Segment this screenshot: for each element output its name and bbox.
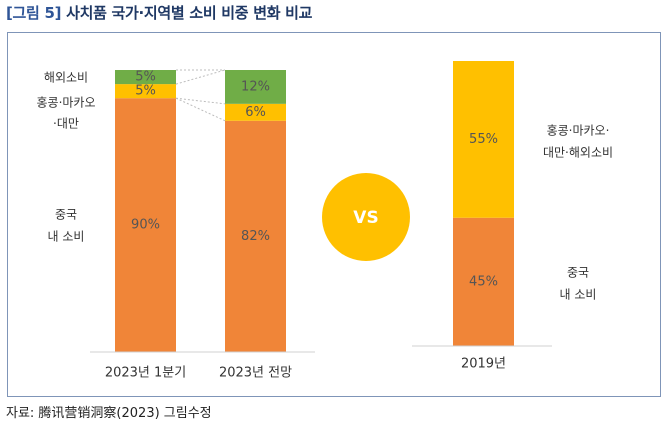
x-tick-label-1: 2023년 1분기: [105, 366, 186, 381]
bar-china-2: [225, 120, 286, 352]
data-label-hk-1: 5%: [135, 84, 156, 99]
data-label-2019-other: 55%: [469, 132, 498, 147]
connector-line-2: [175, 69, 226, 85]
label-china-right-line1: 중국: [567, 266, 589, 280]
bar-hk-1: [115, 84, 176, 99]
data-label-overseas-1: 5%: [135, 70, 156, 85]
bar-hk-2: [225, 103, 286, 121]
figure-label: [그림 5]: [6, 4, 62, 22]
data-label-china-2: 82%: [241, 229, 270, 244]
bar-2019-china: [453, 217, 514, 346]
x-tick-label-2019: 2019년: [461, 357, 506, 372]
source-note: 자료: 腾讯营销洞察(2023) 그림수정: [6, 406, 212, 421]
x-tick-label-2: 2023년 전망: [219, 366, 292, 381]
label-overseas-left: 해외소비: [44, 71, 88, 85]
data-label-china-1: 90%: [131, 218, 160, 233]
vs-label: VS: [353, 208, 378, 228]
bar-china-1: [115, 98, 176, 352]
chart-frame: [7, 32, 661, 397]
data-label-2019-china: 45%: [469, 274, 498, 289]
label-hk-left-line1: 홍콩·마카오: [36, 96, 95, 110]
bar-2019-other: [453, 61, 514, 218]
connector-line-3: [175, 97, 226, 105]
data-label-hk-2: 6%: [245, 105, 266, 120]
bar-overseas-2: [225, 70, 286, 104]
bar-overseas-1: [115, 70, 176, 85]
figure-title-text: 사치품 국가·지역별 소비 비중 변화 비교: [66, 4, 313, 22]
label-china-left-line2: 내 소비: [48, 230, 85, 244]
label-hk-left-line2: ·대만: [53, 117, 79, 131]
connector-line-4: [175, 97, 226, 122]
vs-circle: [322, 173, 410, 261]
label-other-right-line1: 홍콩·마카오·: [547, 124, 610, 138]
data-label-overseas-2: 12%: [241, 79, 270, 94]
label-other-right-line2: 대만·해외소비: [543, 146, 613, 160]
label-china-right-line2: 내 소비: [560, 288, 597, 302]
label-china-left-line1: 중국: [55, 208, 77, 222]
figure-title: [그림 5] 사치품 국가·지역별 소비 비중 변화 비교: [6, 2, 312, 23]
